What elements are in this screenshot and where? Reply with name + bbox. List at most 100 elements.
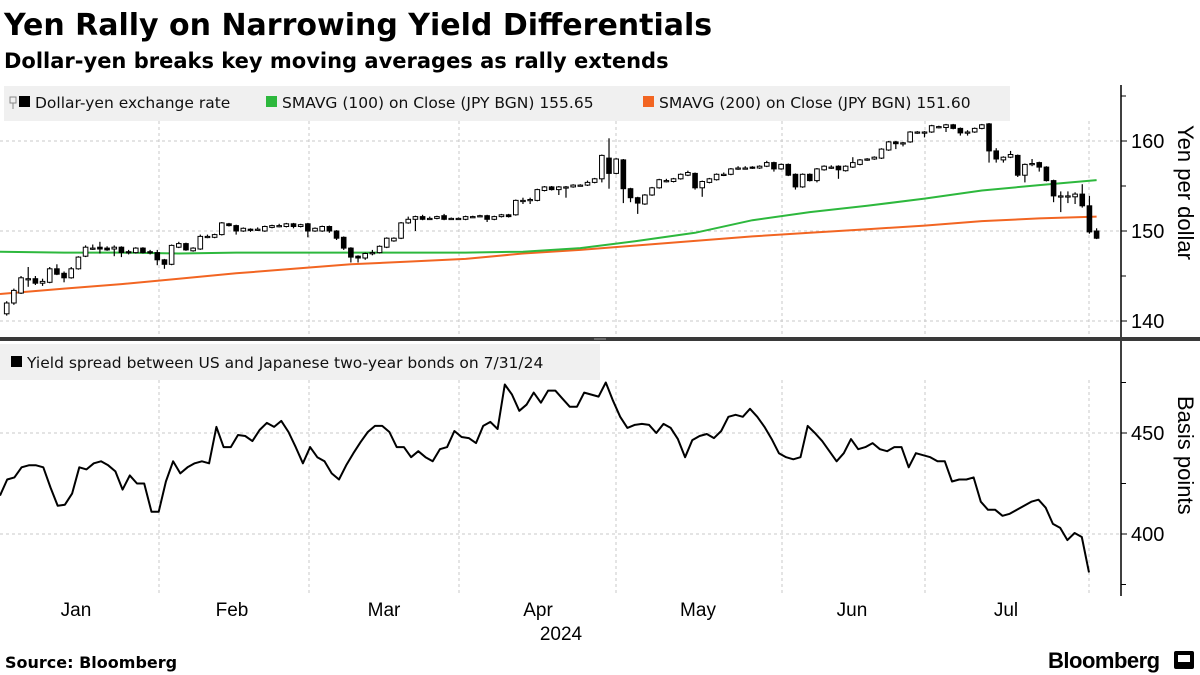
candle-body-up xyxy=(283,223,290,228)
candle xyxy=(771,161,777,172)
candle xyxy=(46,267,53,284)
candle-body-up xyxy=(850,162,856,168)
y-tick-label: 450 xyxy=(1131,423,1164,445)
x-tick-label-may: May xyxy=(680,600,716,621)
candle-body-down xyxy=(835,165,842,171)
candle xyxy=(512,199,519,216)
candle-body-up xyxy=(312,227,318,232)
candle-body-down xyxy=(32,278,39,284)
candle xyxy=(39,278,46,286)
candle-body-up xyxy=(677,173,684,180)
legend-collapse-icon[interactable] xyxy=(9,96,17,109)
bloomberg-logo: Bloomberg xyxy=(1048,648,1160,673)
candle xyxy=(979,123,985,130)
candle xyxy=(290,222,297,229)
candle-body-down xyxy=(627,188,634,199)
candle-body-down xyxy=(986,123,992,152)
y-tick-label: 160 xyxy=(1131,131,1164,153)
candle xyxy=(434,215,440,220)
y-tick-label: 150 xyxy=(1131,221,1164,243)
candle xyxy=(713,173,720,181)
candle xyxy=(663,178,670,183)
x-tick-label-feb: Feb xyxy=(216,600,249,621)
candle xyxy=(599,154,605,183)
candle xyxy=(68,267,75,279)
legend-spread: Yield spread between US and Japanese two… xyxy=(26,354,543,372)
candle xyxy=(986,123,992,163)
candle-body-up xyxy=(821,165,827,171)
candle-body-up xyxy=(900,142,906,145)
candle-body-down xyxy=(1036,162,1043,168)
candle xyxy=(584,180,591,186)
candle xyxy=(505,213,512,218)
candle xyxy=(735,166,741,170)
candle xyxy=(376,245,383,254)
candle-body-up xyxy=(735,167,741,170)
sma200-line xyxy=(0,215,1097,295)
candle-body-up xyxy=(132,247,139,254)
candle-body-up xyxy=(656,179,663,189)
candle xyxy=(943,123,949,132)
candle-body-up xyxy=(563,186,569,189)
candle xyxy=(685,170,691,177)
candle-body-up xyxy=(534,189,541,201)
candle xyxy=(247,228,254,232)
candle-body-down xyxy=(620,159,627,190)
candle-body-up xyxy=(1022,163,1028,176)
candle xyxy=(534,188,541,202)
candle-body-up xyxy=(204,235,211,239)
candle-body-up xyxy=(262,226,268,232)
candle xyxy=(563,186,569,198)
candle-body-up xyxy=(527,199,533,202)
candle-body-down xyxy=(125,251,132,254)
candle-body-up xyxy=(584,181,591,186)
candle xyxy=(111,245,118,257)
candle xyxy=(649,186,655,196)
candle-body-up xyxy=(1029,163,1035,166)
candle-body-up xyxy=(964,131,971,134)
candle-body-up xyxy=(907,131,913,143)
candle xyxy=(606,138,612,189)
candle xyxy=(469,215,476,219)
candle xyxy=(161,258,168,269)
candle-body-down xyxy=(792,173,799,188)
candle xyxy=(670,177,677,183)
candle xyxy=(749,166,756,169)
candle xyxy=(147,249,153,255)
candle-body-down xyxy=(419,216,426,220)
candle xyxy=(1079,184,1086,208)
candle xyxy=(541,186,548,192)
legend-candles: Dollar-yen exchange rate xyxy=(35,94,230,112)
chart-title: Yen Rally on Narrowing Yield Differentia… xyxy=(3,8,712,43)
candle-body-up xyxy=(814,168,820,182)
candle xyxy=(577,184,584,187)
legend-swatch-candles xyxy=(19,96,30,107)
yield-spread-line xyxy=(0,381,1090,573)
candle-body-up xyxy=(914,131,921,134)
x-axis-labels: Jan Feb Mar Apr May Jun Jul xyxy=(61,600,1018,621)
candle xyxy=(520,197,526,204)
candle xyxy=(720,172,727,177)
candle xyxy=(211,233,218,239)
candle xyxy=(54,264,60,276)
candle xyxy=(656,178,663,189)
candle-body-up xyxy=(778,163,784,170)
chart-subtitle: Dollar-yen breaks key moving averages as… xyxy=(4,49,669,73)
candle-body-up xyxy=(240,227,247,232)
candle xyxy=(900,141,906,147)
candle-body-up xyxy=(520,199,526,203)
candle xyxy=(219,222,225,236)
candle-body-up xyxy=(756,165,763,169)
candle xyxy=(333,230,340,240)
candle xyxy=(1057,191,1064,213)
candle-body-down xyxy=(104,247,110,251)
candle-body-down xyxy=(957,127,964,134)
sma100-line xyxy=(0,179,1097,255)
candle-body-up xyxy=(921,131,928,134)
candle xyxy=(340,236,347,250)
candle-body-up xyxy=(297,224,304,227)
x-tick-label-apr: Apr xyxy=(523,600,553,621)
candle-body-up xyxy=(3,302,10,315)
candle xyxy=(1043,166,1050,182)
upper-y-axis-title: Yen per dollar xyxy=(1173,125,1198,260)
